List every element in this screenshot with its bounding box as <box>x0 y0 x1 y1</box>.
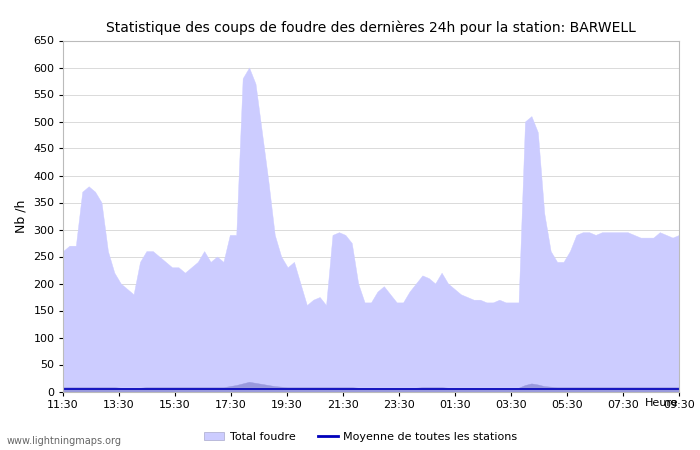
Text: www.lightningmaps.org: www.lightningmaps.org <box>7 436 122 446</box>
Y-axis label: Nb /h: Nb /h <box>15 199 28 233</box>
Text: Heure: Heure <box>645 398 679 408</box>
Title: Statistique des coups de foudre des dernières 24h pour la station: BARWELL: Statistique des coups de foudre des dern… <box>106 21 636 35</box>
